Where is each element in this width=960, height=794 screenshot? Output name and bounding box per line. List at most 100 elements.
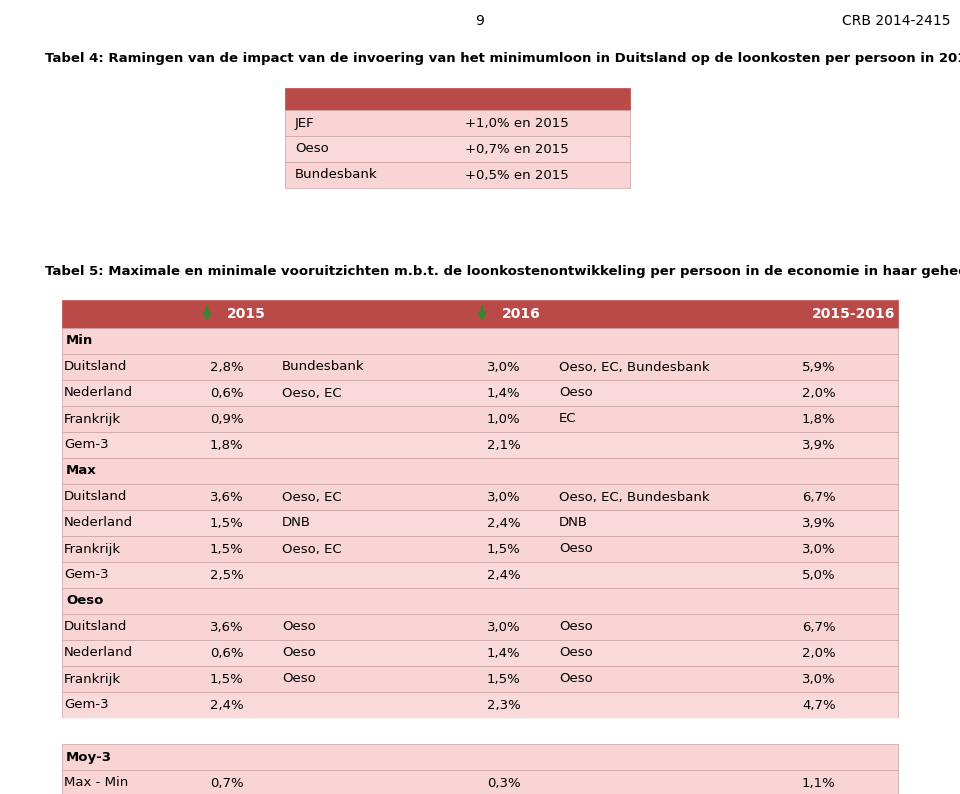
Text: Oeso: Oeso <box>295 142 328 156</box>
Text: 3,0%: 3,0% <box>487 620 520 634</box>
Bar <box>285 110 630 136</box>
Text: Oeso, EC, Bundesbank: Oeso, EC, Bundesbank <box>559 360 709 373</box>
Text: Oeso: Oeso <box>282 646 316 660</box>
Text: EC: EC <box>559 413 577 426</box>
Text: 2,8%: 2,8% <box>210 360 244 373</box>
Text: 1,4%: 1,4% <box>487 646 520 660</box>
Text: Nederland: Nederland <box>64 646 133 660</box>
Text: Frankrijk: Frankrijk <box>64 542 121 556</box>
Text: Min: Min <box>66 334 93 348</box>
Text: 0,6%: 0,6% <box>210 387 244 399</box>
Bar <box>62 536 898 562</box>
Bar <box>62 484 898 510</box>
Text: 3,6%: 3,6% <box>210 491 244 503</box>
Text: 2,4%: 2,4% <box>487 517 520 530</box>
Text: Nederland: Nederland <box>64 387 133 399</box>
Bar <box>62 300 898 328</box>
Text: Bundesbank: Bundesbank <box>295 168 377 182</box>
Bar <box>62 692 898 718</box>
Text: 3,0%: 3,0% <box>487 491 520 503</box>
Text: 3,0%: 3,0% <box>487 360 520 373</box>
Text: Oeso, EC: Oeso, EC <box>282 491 342 503</box>
Bar <box>62 380 898 406</box>
Text: 1,5%: 1,5% <box>210 517 244 530</box>
Bar <box>285 136 630 162</box>
Text: 1,8%: 1,8% <box>802 413 835 426</box>
Text: 5,9%: 5,9% <box>802 360 835 373</box>
Text: Gem-3: Gem-3 <box>64 699 108 711</box>
Text: Duitsland: Duitsland <box>64 491 128 503</box>
Bar <box>62 614 898 640</box>
Text: Bundesbank: Bundesbank <box>282 360 365 373</box>
Text: Oeso: Oeso <box>559 620 592 634</box>
Text: Oeso, EC: Oeso, EC <box>282 542 342 556</box>
Text: Moy-3: Moy-3 <box>66 750 112 764</box>
Text: Frankrijk: Frankrijk <box>64 413 121 426</box>
Bar <box>62 562 898 588</box>
Bar <box>62 744 898 770</box>
Bar <box>62 640 898 666</box>
Text: 9: 9 <box>475 14 485 28</box>
Text: 2016: 2016 <box>502 307 540 321</box>
Text: Oeso: Oeso <box>66 595 104 607</box>
Text: DNB: DNB <box>282 517 311 530</box>
Text: 5,0%: 5,0% <box>802 569 835 581</box>
Text: JEF: JEF <box>295 117 315 129</box>
Text: 3,9%: 3,9% <box>802 517 835 530</box>
Text: 1,5%: 1,5% <box>210 542 244 556</box>
Text: 2015-2016: 2015-2016 <box>812 307 896 321</box>
Text: 1,4%: 1,4% <box>487 387 520 399</box>
Text: 3,6%: 3,6% <box>210 620 244 634</box>
Text: Oeso: Oeso <box>282 673 316 685</box>
Text: Max - Min: Max - Min <box>64 777 129 789</box>
Text: 3,0%: 3,0% <box>802 542 835 556</box>
Text: Oeso, EC, Bundesbank: Oeso, EC, Bundesbank <box>559 491 709 503</box>
Text: 1,5%: 1,5% <box>210 673 244 685</box>
Bar <box>62 354 898 380</box>
Text: Oeso: Oeso <box>559 673 592 685</box>
Bar <box>62 718 898 744</box>
Text: 0,9%: 0,9% <box>210 413 244 426</box>
Bar <box>62 770 898 794</box>
Text: Oeso: Oeso <box>559 646 592 660</box>
Text: 1,5%: 1,5% <box>487 542 520 556</box>
Text: CRB 2014-2415: CRB 2014-2415 <box>842 14 950 28</box>
Text: Nederland: Nederland <box>64 517 133 530</box>
Text: 2,4%: 2,4% <box>210 699 244 711</box>
Text: 2,0%: 2,0% <box>802 387 835 399</box>
Bar <box>62 432 898 458</box>
Text: 3,0%: 3,0% <box>802 673 835 685</box>
Text: Oeso, EC: Oeso, EC <box>282 387 342 399</box>
Bar <box>285 162 630 188</box>
Text: 2,3%: 2,3% <box>487 699 520 711</box>
Bar <box>285 88 630 110</box>
Text: DNB: DNB <box>559 517 588 530</box>
Text: Gem-3: Gem-3 <box>64 569 108 581</box>
Text: 1,1%: 1,1% <box>802 777 836 789</box>
Text: 2,1%: 2,1% <box>487 438 520 452</box>
Bar <box>62 666 898 692</box>
Text: Gem-3: Gem-3 <box>64 438 108 452</box>
Bar <box>62 406 898 432</box>
Text: 2,5%: 2,5% <box>210 569 244 581</box>
Text: 0,3%: 0,3% <box>487 777 520 789</box>
Text: 1,0%: 1,0% <box>487 413 520 426</box>
Bar <box>62 458 898 484</box>
Text: 6,7%: 6,7% <box>802 620 835 634</box>
Text: 1,8%: 1,8% <box>210 438 244 452</box>
Text: Tabel 4: Ramingen van de impact van de invoering van het minimumloon in Duitslan: Tabel 4: Ramingen van de impact van de i… <box>45 52 960 65</box>
Text: 0,6%: 0,6% <box>210 646 244 660</box>
Bar <box>62 510 898 536</box>
Text: 2015: 2015 <box>227 307 266 321</box>
Text: 1,5%: 1,5% <box>487 673 520 685</box>
Bar <box>62 328 898 354</box>
Text: Tabel 5: Maximale en minimale vooruitzichten m.b.t. de loonkostenontwikkeling pe: Tabel 5: Maximale en minimale vooruitzic… <box>45 265 960 278</box>
Text: 2,0%: 2,0% <box>802 646 835 660</box>
Text: 2,4%: 2,4% <box>487 569 520 581</box>
Text: Duitsland: Duitsland <box>64 620 128 634</box>
Text: Frankrijk: Frankrijk <box>64 673 121 685</box>
Text: Oeso: Oeso <box>282 620 316 634</box>
Text: 4,7%: 4,7% <box>802 699 835 711</box>
Text: +0,5% en 2015: +0,5% en 2015 <box>465 168 568 182</box>
Text: Duitsland: Duitsland <box>64 360 128 373</box>
